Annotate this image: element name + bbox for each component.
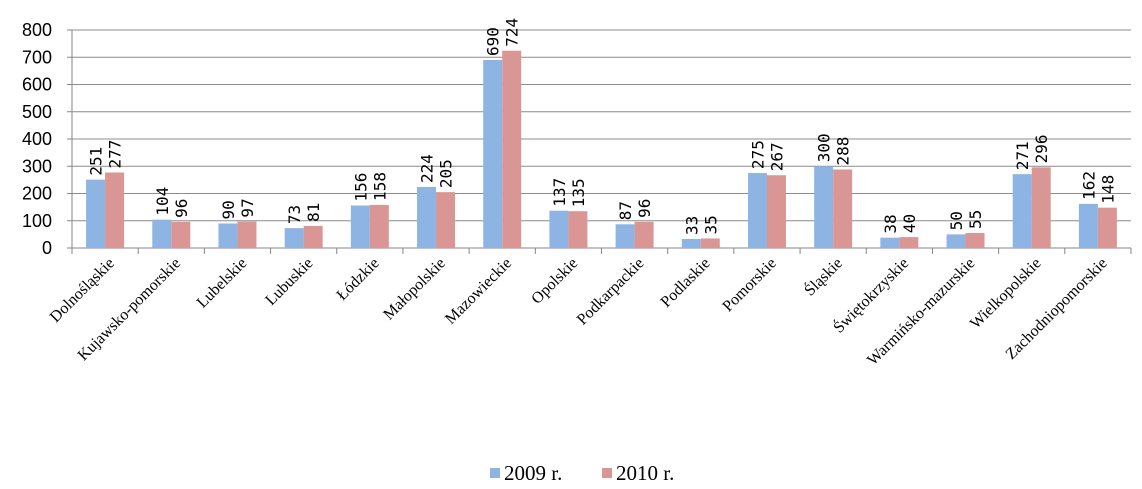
data-label: 50: [947, 211, 966, 230]
x-tick-label: Pomorskie: [719, 255, 779, 315]
data-label: 156: [351, 173, 370, 202]
data-label: 40: [900, 214, 919, 233]
data-label: 275: [748, 140, 767, 169]
x-tick-label: Podlaskie: [658, 255, 714, 311]
bar: [237, 221, 257, 248]
y-tick-label: 500: [22, 102, 52, 122]
data-label: 81: [304, 203, 323, 222]
bar: [634, 221, 654, 248]
x-tick-label: Warmińsko-mazurskie: [864, 255, 978, 369]
bar: [303, 225, 323, 248]
bar: [417, 186, 437, 248]
bar: [483, 59, 503, 248]
y-tick-label: 100: [22, 211, 52, 231]
bar: [899, 237, 919, 248]
bar: [965, 233, 985, 248]
data-label: 300: [815, 133, 834, 162]
data-label: 271: [1013, 141, 1032, 170]
bar: [568, 211, 588, 248]
bar: [86, 179, 106, 248]
data-label: 35: [701, 215, 720, 234]
x-tick-label: Małopolskie: [380, 255, 449, 324]
y-tick-label: 0: [42, 238, 52, 258]
data-label: 251: [87, 147, 106, 176]
bar: [880, 237, 900, 248]
bar: [1031, 167, 1051, 248]
data-label: 288: [834, 137, 853, 166]
data-label: 277: [106, 140, 125, 169]
data-label: 38: [881, 214, 900, 233]
y-tick-label: 300: [22, 156, 52, 176]
data-label: 267: [767, 142, 786, 171]
bar: [284, 228, 304, 248]
bar: [171, 221, 191, 248]
bar: [436, 192, 456, 248]
data-label: 33: [682, 216, 701, 235]
bar: [946, 234, 966, 248]
x-tick-label: Łódzkie: [334, 255, 383, 304]
y-tick-label: 400: [22, 129, 52, 149]
data-label: 205: [437, 159, 456, 188]
legend-label: 2009 r.: [504, 461, 562, 485]
bar: [833, 169, 853, 248]
y-tick-label: 700: [22, 47, 52, 67]
x-tick-label: Lubuskie: [262, 255, 316, 309]
x-tick-label: Dolnośląskie: [47, 255, 118, 326]
data-label: 296: [1032, 134, 1051, 163]
bar: [700, 238, 720, 248]
data-label: 148: [1098, 175, 1117, 204]
bar: [502, 50, 522, 249]
data-label: 104: [153, 187, 172, 216]
y-tick-label: 600: [22, 75, 52, 95]
legend-swatch: [602, 468, 612, 478]
data-label: 162: [1079, 171, 1098, 200]
x-tick-label: Lubelskie: [194, 255, 251, 312]
bar: [105, 172, 125, 248]
data-label: 724: [503, 18, 522, 47]
bar: [681, 239, 701, 248]
data-label: 87: [616, 201, 635, 220]
data-label: 97: [238, 198, 257, 217]
data-label: 690: [484, 27, 503, 56]
x-tick-label: Podkarpackie: [574, 255, 648, 329]
x-tick-label: Mazowieckie: [442, 255, 515, 328]
bar: [549, 210, 569, 248]
bar: [218, 223, 238, 248]
bar: [350, 205, 370, 248]
y-tick-label: 800: [22, 20, 52, 40]
bar: [1012, 174, 1032, 248]
bar: [152, 219, 172, 248]
bar: [1078, 203, 1098, 248]
data-label: 135: [569, 178, 588, 207]
data-label: 96: [172, 199, 191, 218]
bar: [747, 173, 767, 248]
data-label: 137: [550, 178, 569, 207]
legend-swatch: [490, 468, 500, 478]
data-label: 73: [285, 205, 304, 224]
data-label: 96: [635, 199, 654, 218]
data-label: 55: [966, 210, 985, 229]
bar: [766, 175, 786, 248]
bar: [814, 166, 834, 248]
data-label: 158: [370, 172, 389, 201]
bar: [1097, 207, 1117, 248]
y-tick-label: 200: [22, 184, 52, 204]
bar: [369, 204, 389, 248]
x-tick-label: Śląskie: [800, 253, 846, 299]
data-label: 90: [219, 200, 238, 219]
x-tick-label: Opolskie: [528, 255, 581, 308]
data-label: 224: [418, 154, 437, 183]
bar: [615, 224, 635, 248]
legend-label: 2010 r.: [616, 461, 674, 485]
